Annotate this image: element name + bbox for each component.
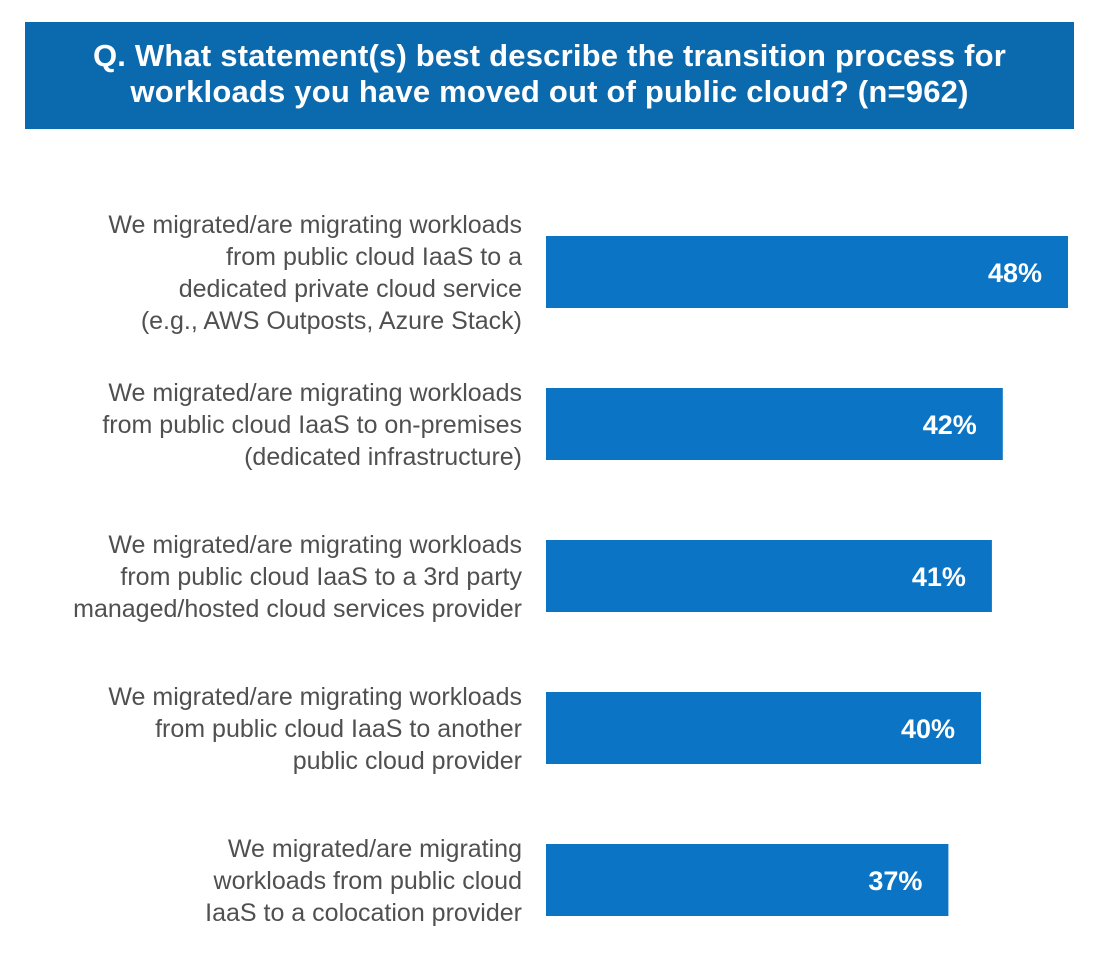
bar-value-label: 48% xyxy=(988,258,1042,288)
category-label-line: We migrated/are migrating workloads xyxy=(108,683,522,711)
category-label-line: IaaS to a colocation provider xyxy=(205,899,522,927)
category-label-line: managed/hosted cloud services provider xyxy=(73,595,522,623)
category-label-line: (dedicated infrastructure) xyxy=(244,443,522,471)
category-label-line: dedicated private cloud service xyxy=(179,275,522,303)
category-label-line: from public cloud IaaS to a xyxy=(226,243,522,271)
category-label: We migrated/are migrating workloads from … xyxy=(108,683,522,775)
bar xyxy=(546,844,949,916)
bar xyxy=(546,540,992,612)
bar-value-label: 40% xyxy=(901,714,955,744)
category-label-line: We migrated/are migrating workloads xyxy=(108,211,522,239)
chart-title-line-2: workloads you have moved out of public c… xyxy=(130,74,969,109)
bar xyxy=(546,692,981,764)
category-label-line: from public cloud IaaS to on-premises xyxy=(102,411,522,439)
bar xyxy=(546,388,1003,460)
category-label: We migrated/are migrating workloads from … xyxy=(73,531,522,623)
bar-value-label: 42% xyxy=(923,410,977,440)
category-label: We migrated/are migrating workloads from … xyxy=(205,835,522,927)
category-label-line: We migrated/are migrating workloads xyxy=(108,531,522,559)
bar xyxy=(546,236,1068,308)
chart-title-line-1: Q. What statement(s) best describe the t… xyxy=(92,38,1007,73)
category-label-line: from public cloud IaaS to a 3rd party xyxy=(120,563,522,591)
category-label: We migrated/are migrating workloads from … xyxy=(102,379,522,471)
bar-value-label: 37% xyxy=(868,866,922,896)
category-label: We migrated/are migrating workloads from … xyxy=(108,211,522,335)
category-label-line: public cloud provider xyxy=(293,747,522,775)
category-label-line: (e.g., AWS Outposts, Azure Stack) xyxy=(141,307,522,335)
title-banner: Q. What statement(s) best describe the t… xyxy=(25,22,1074,129)
category-label-line: We migrated/are migrating workloads xyxy=(108,379,522,407)
category-label-line: workloads from public cloud xyxy=(213,867,522,895)
category-label-line: from public cloud IaaS to another xyxy=(155,715,522,743)
bar-value-label: 41% xyxy=(912,562,966,592)
category-label-line: We migrated/are migrating xyxy=(228,835,522,863)
